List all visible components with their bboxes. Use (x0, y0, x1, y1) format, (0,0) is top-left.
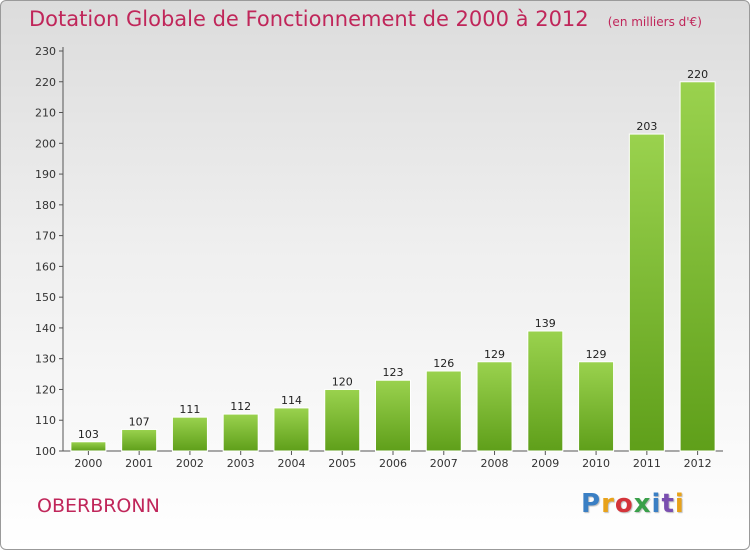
logo-letter: o (614, 489, 634, 519)
y-tick-label: 220 (35, 76, 56, 89)
y-tick-label: 160 (35, 260, 56, 273)
bar (679, 81, 716, 452)
logo-letter: x (633, 489, 652, 519)
y-tick-label: 130 (35, 353, 56, 366)
logo-letter: i (674, 489, 685, 519)
y-tick-label: 100 (35, 445, 56, 458)
commune-name: OBERBRONN (37, 495, 160, 517)
y-tick-label: 140 (35, 322, 56, 335)
x-tick-label: 2010 (582, 457, 610, 470)
logo-letter: t (661, 489, 675, 519)
bar (70, 441, 107, 452)
data-label: 111 (179, 403, 200, 416)
data-label: 220 (687, 68, 708, 81)
x-tick-label: 2002 (176, 457, 204, 470)
bar (628, 133, 665, 452)
data-label: 103 (78, 428, 99, 441)
data-label: 139 (535, 317, 556, 330)
x-tick-label: 2001 (125, 457, 153, 470)
x-tick-label: 2006 (379, 457, 407, 470)
x-tick-label: 2009 (531, 457, 559, 470)
bar (527, 330, 564, 452)
data-label: 123 (383, 366, 404, 379)
y-tick-label: 120 (35, 383, 56, 396)
x-tick-label: 2000 (74, 457, 102, 470)
data-label: 129 (586, 348, 607, 361)
data-label: 112 (230, 400, 251, 413)
logo-letter: r (601, 489, 615, 519)
y-tick-label: 200 (35, 137, 56, 150)
y-tick-label: 150 (35, 291, 56, 304)
bar (476, 361, 513, 452)
y-tick-label: 110 (35, 414, 56, 427)
data-label: 107 (129, 415, 150, 428)
chart-unit-label: (en milliers d'€) (607, 15, 702, 29)
data-label: 203 (636, 120, 657, 133)
bar (121, 428, 158, 452)
proxiti-logo: Proxiti (581, 489, 685, 519)
x-tick-label: 2004 (277, 457, 305, 470)
x-tick-label: 2005 (328, 457, 356, 470)
y-tick-label: 230 (35, 45, 56, 58)
data-label: 114 (281, 394, 302, 407)
y-tick-label: 210 (35, 107, 56, 120)
logo-letter: P (581, 489, 602, 519)
x-tick-label: 2007 (430, 457, 458, 470)
x-tick-label: 2012 (684, 457, 712, 470)
data-label: 126 (433, 357, 454, 370)
y-tick-label: 170 (35, 230, 56, 243)
bar (324, 388, 361, 452)
bar (425, 370, 462, 452)
data-label: 120 (332, 375, 353, 388)
x-tick-label: 2008 (481, 457, 509, 470)
bar (375, 379, 411, 452)
x-tick-label: 2011 (633, 457, 661, 470)
bar (171, 416, 208, 452)
bar (222, 413, 259, 452)
bar (578, 361, 615, 452)
y-tick-label: 180 (35, 199, 56, 212)
y-tick-label: 190 (35, 168, 56, 181)
logo-letter: i (651, 489, 662, 519)
chart-title-text: Dotation Globale de Fonctionnement de 20… (29, 7, 589, 31)
bar (273, 407, 310, 452)
data-label: 129 (484, 348, 505, 361)
x-tick-label: 2003 (227, 457, 255, 470)
chart-title: Dotation Globale de Fonctionnement de 20… (29, 7, 702, 31)
